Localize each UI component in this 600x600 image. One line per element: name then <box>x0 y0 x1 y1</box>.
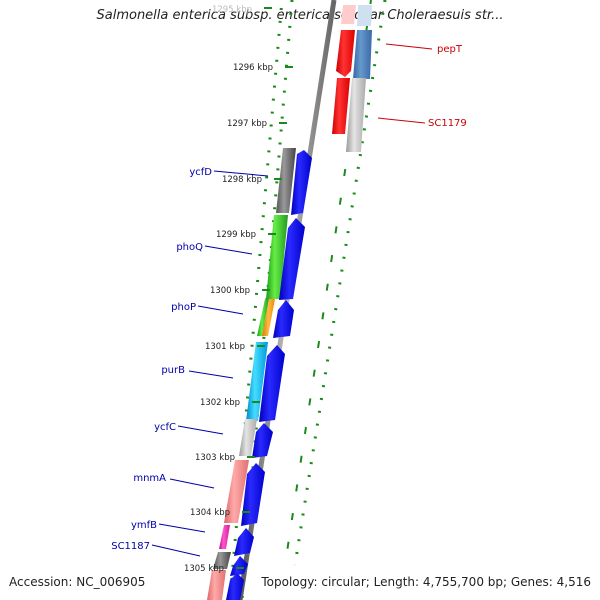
gene-label-phoQ: phoQ <box>176 242 203 253</box>
gene-block-SC1179 <box>346 78 366 152</box>
fwd-arrow-7 <box>234 528 254 556</box>
gene-label-ymfB: ymfB <box>131 520 157 531</box>
gene-block-bottom <box>207 570 226 600</box>
tick-label: 1295 kbp <box>212 5 252 15</box>
gene-label-SC1179: SC1179 <box>428 118 467 129</box>
scale-ticks: 1295 kbp 1296 kbp 1297 kbp 1298 kbp 1299 kbp… <box>184 5 293 574</box>
fwd-arrow-6 <box>241 463 265 526</box>
gene-block-phoP-green <box>257 299 269 336</box>
gene-block-ycfC <box>239 419 257 456</box>
fwd-arrow-2 <box>279 218 305 300</box>
gene-leader-line <box>188 370 234 379</box>
gene-block-SC1187 <box>213 552 231 569</box>
gene-block-ycfD <box>276 148 296 213</box>
gene-leader-line <box>151 544 201 557</box>
tick-label: 1299 kbp <box>216 230 256 240</box>
gc-dots-inner <box>228 0 284 600</box>
fwd-arrow-5 <box>252 423 273 458</box>
gene-block-steel <box>353 30 372 79</box>
tick-label: 1300 kbp <box>210 286 250 296</box>
forward-strand-genes <box>226 150 312 600</box>
gene-label-pepT: pepT <box>437 44 463 55</box>
fwd-arrow-1 <box>291 150 312 215</box>
tick-label: 1304 kbp <box>190 508 230 518</box>
tick-label: 1305 kbp <box>184 564 224 574</box>
genome-summary: Topology: circular; Length: 4,755,700 bp… <box>261 575 591 589</box>
gene-block-pepT <box>336 30 355 77</box>
gene-block-purB <box>246 342 268 421</box>
gene-label-ycfD: ycfD <box>189 167 212 178</box>
gene-block-red-2 <box>332 78 350 134</box>
gene-leader-line <box>385 43 433 50</box>
gene-label-ycfC: ycfC <box>154 422 176 433</box>
gene-leader-line <box>213 170 269 177</box>
gene-labels: ycfD phoQ phoP purB ycfC mnmA ymfB SC1187 pepT SC… <box>111 43 467 557</box>
fwd-arrow-8 <box>230 556 248 576</box>
gene-leader-line <box>204 245 253 255</box>
tick-label: 1296 kbp <box>233 63 273 73</box>
gene-block-mnmA <box>224 460 249 523</box>
map-title: Salmonella enterica subsp. enterica sero… <box>96 8 504 23</box>
tick-label: 1302 kbp <box>200 398 240 408</box>
tick-label: 1303 kbp <box>195 453 235 463</box>
gc-dots-right <box>293 0 387 566</box>
gene-label-purB: purB <box>161 365 185 376</box>
gene-leader-line <box>177 425 224 435</box>
tick-label: 1301 kbp <box>205 342 245 352</box>
top-right-genes <box>332 5 372 152</box>
gene-label-SC1187: SC1187 <box>111 541 150 552</box>
gene-block-ymfB <box>219 525 230 549</box>
reverse-strand-genes <box>207 148 296 600</box>
gene-block-phoP-orange <box>262 299 275 336</box>
gene-leader-line <box>197 305 244 315</box>
gc-skew-track <box>228 0 387 600</box>
tick-label: 1297 kbp <box>227 119 267 129</box>
gene-leader-line <box>377 117 426 124</box>
gene-label-phoP: phoP <box>171 302 196 313</box>
gene-block-phoQ <box>266 215 288 299</box>
fwd-arrow-3 <box>273 300 294 338</box>
accession-label: Accession: NC_006905 <box>9 575 146 589</box>
gene-block-faded-red <box>341 5 356 24</box>
gene-leader-line <box>158 523 206 533</box>
gene-label-mnmA: mnmA <box>133 473 166 484</box>
tick-label: 1298 kbp <box>222 175 262 185</box>
gene-leader-line <box>169 478 215 489</box>
gene-block-faded-blue <box>357 5 372 26</box>
fwd-arrow-9 <box>226 573 244 600</box>
fwd-arrow-4 <box>259 345 285 422</box>
